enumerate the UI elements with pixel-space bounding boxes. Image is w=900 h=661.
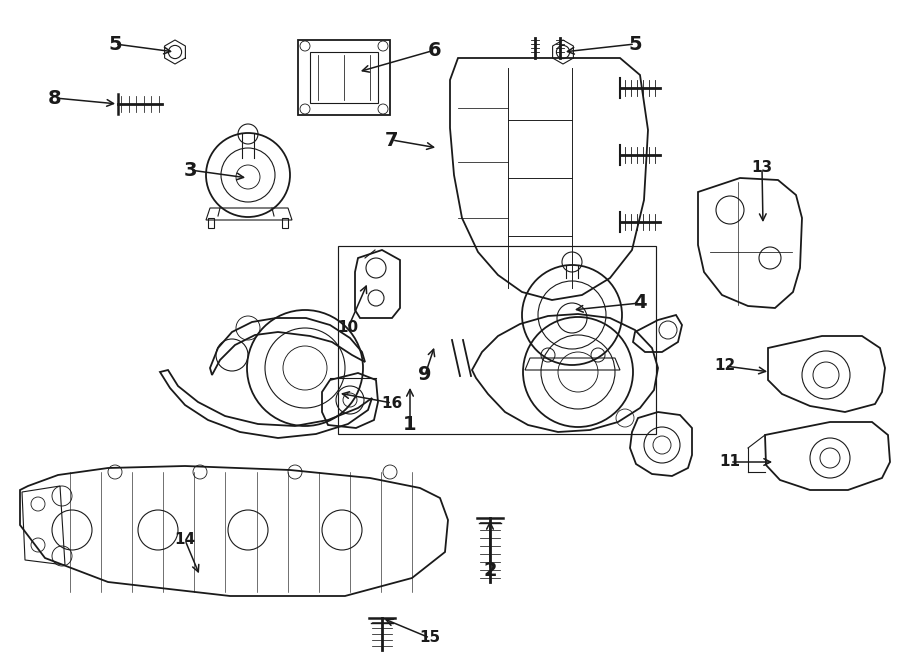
Text: 8: 8 — [49, 89, 62, 108]
Text: 10: 10 — [338, 321, 358, 336]
Text: 5: 5 — [628, 34, 642, 54]
Text: 4: 4 — [634, 293, 647, 313]
Text: 12: 12 — [715, 358, 735, 373]
Text: 9: 9 — [418, 366, 432, 385]
Text: 7: 7 — [385, 130, 399, 149]
Text: 13: 13 — [752, 161, 772, 176]
Bar — [338, 246, 656, 434]
Text: 1: 1 — [403, 416, 417, 434]
Text: 11: 11 — [719, 455, 741, 469]
Text: 15: 15 — [419, 631, 441, 646]
Text: 2: 2 — [483, 561, 497, 580]
Text: 3: 3 — [184, 161, 197, 180]
Text: 5: 5 — [108, 34, 122, 54]
Text: 6: 6 — [428, 40, 442, 59]
Text: 16: 16 — [382, 395, 402, 410]
Text: 14: 14 — [175, 533, 195, 547]
